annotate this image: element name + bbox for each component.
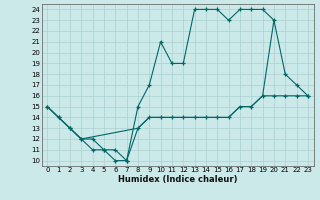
X-axis label: Humidex (Indice chaleur): Humidex (Indice chaleur) xyxy=(118,175,237,184)
